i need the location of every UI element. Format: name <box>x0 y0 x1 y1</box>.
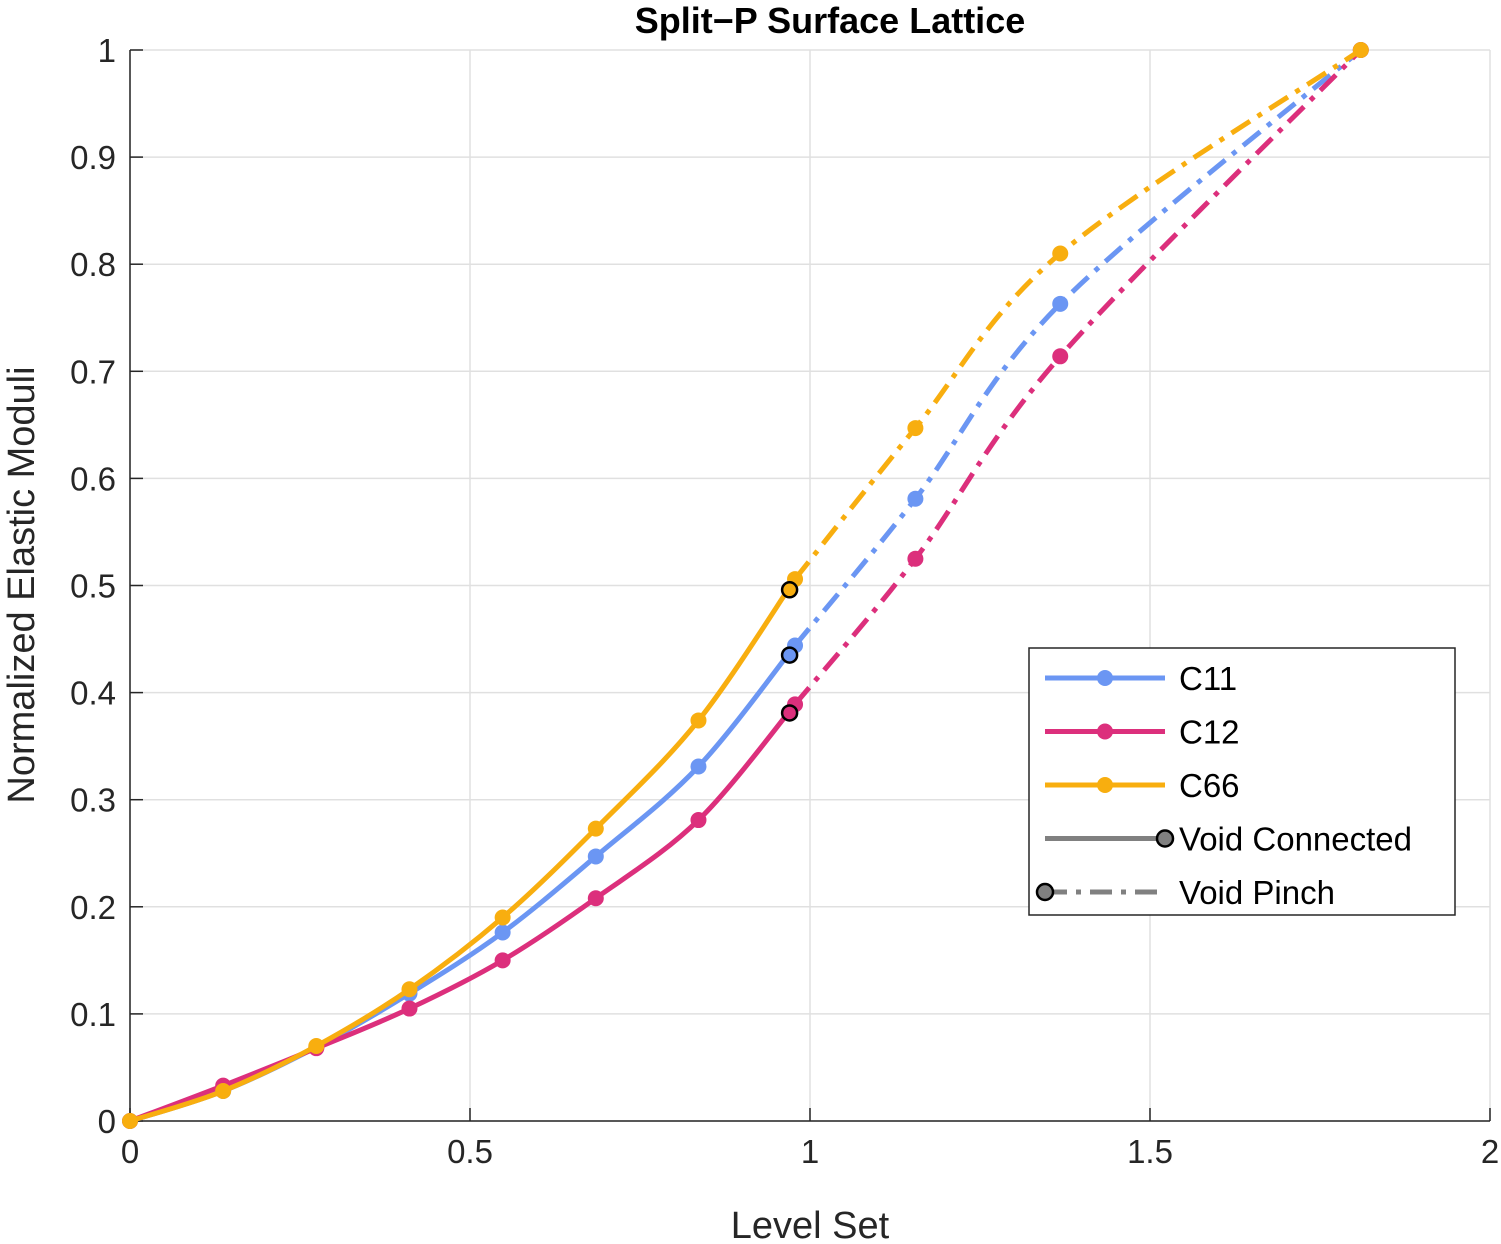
data-point <box>401 981 418 998</box>
data-point <box>587 820 604 837</box>
legend-marker <box>1155 829 1175 848</box>
data-point <box>122 1113 138 1129</box>
y-tick-label: 0.3 <box>70 782 116 819</box>
chart-title: Split−P Surface Lattice <box>635 0 1025 41</box>
transition-marker <box>780 646 799 664</box>
data-point <box>587 890 604 907</box>
data-point <box>907 550 924 567</box>
y-tick-label: 0.8 <box>70 246 116 283</box>
data-point <box>1052 348 1069 365</box>
legend-label: Void Connected <box>1179 821 1412 858</box>
x-tick-label: 1 <box>801 1133 819 1170</box>
series-line-pinch <box>793 47 1363 581</box>
y-tick-label: 0.9 <box>70 139 116 176</box>
axes: 0 0.5 1 1.5 2 0 0.1 0.2 0.3 0.4 0.5 0.6 0.7 0.8 0.9 1 <box>70 32 1499 1170</box>
y-tick-label: 0.4 <box>70 675 116 712</box>
legend-marker <box>1097 670 1113 686</box>
data-point <box>494 952 511 969</box>
legend-marker <box>1097 723 1113 740</box>
data-point <box>401 1000 418 1017</box>
x-tick-label: 0 <box>121 1133 139 1170</box>
legend: C11 C12 C66 Void Connected Void Pinch <box>1028 647 1456 916</box>
data-point <box>308 1038 325 1055</box>
transition-marker <box>780 704 799 722</box>
y-tick-label: 0.6 <box>70 460 116 497</box>
y-axis-title: Normalized Elastic Moduli <box>1 366 43 803</box>
series-line-pinch <box>793 48 1363 706</box>
data-point <box>690 758 707 775</box>
data-point <box>1052 245 1069 262</box>
y-tick-label: 0 <box>98 1103 116 1140</box>
x-tick-label: 0.5 <box>447 1133 493 1170</box>
legend-marker <box>1097 777 1113 793</box>
legend-label: Void Pinch <box>1179 874 1335 911</box>
y-tick-label: 0.7 <box>70 353 116 390</box>
legend-label: C66 <box>1179 767 1240 804</box>
x-tick-label: 1.5 <box>1127 1133 1173 1170</box>
legend-marker <box>1035 882 1055 902</box>
y-tick-label: 1 <box>98 32 116 69</box>
legend-label: C12 <box>1179 714 1240 751</box>
series-line-pinch <box>793 48 1363 648</box>
data-point <box>690 712 707 729</box>
data-point <box>494 909 511 926</box>
data-point <box>494 924 511 941</box>
x-tick-label: 2 <box>1481 1133 1499 1170</box>
data-point <box>907 420 924 437</box>
data-point <box>587 848 604 865</box>
series-group <box>122 42 1369 1129</box>
data-point <box>1052 295 1069 312</box>
legend-label: C11 <box>1179 660 1237 697</box>
y-tick-label: 0.2 <box>70 889 116 926</box>
y-tick-label: 0.5 <box>70 568 116 605</box>
data-point <box>907 490 924 507</box>
y-tick-label: 0.1 <box>70 996 116 1033</box>
data-point <box>215 1083 232 1100</box>
x-axis-title: Level Set <box>731 1205 890 1244</box>
data-point <box>1352 42 1369 58</box>
transition-marker <box>780 581 799 599</box>
data-point <box>690 812 707 829</box>
